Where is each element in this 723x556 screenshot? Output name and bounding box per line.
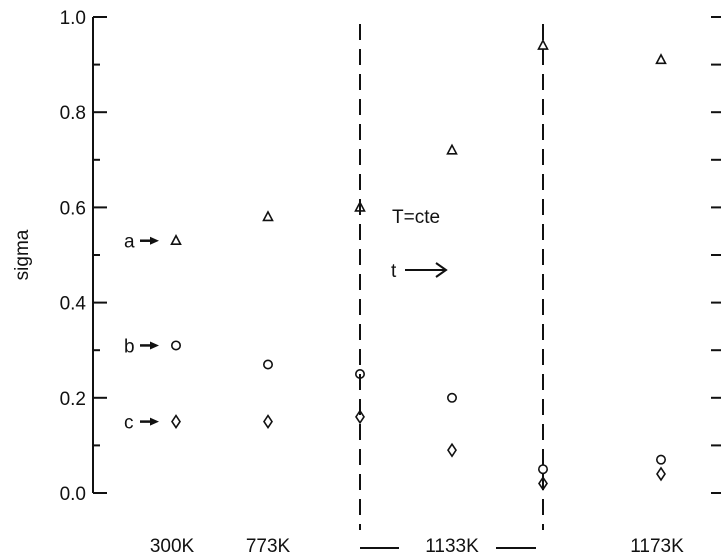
triangle-marker xyxy=(446,143,458,155)
time-bracket xyxy=(359,24,544,549)
diamond-marker xyxy=(355,409,365,425)
triangle-marker xyxy=(170,234,182,246)
circle-marker xyxy=(262,359,273,370)
y-axis-title: sigma xyxy=(12,229,33,280)
diamond-marker xyxy=(447,442,457,458)
y-tick-label-3: 0.6 xyxy=(60,198,86,219)
row-arrow-head-icon xyxy=(150,341,159,350)
triangle-marker xyxy=(262,210,274,222)
annotation-time: t xyxy=(391,261,397,282)
diamond-marker xyxy=(171,414,181,430)
triangle-marker xyxy=(537,38,549,50)
y-tick-label-1: 0.2 xyxy=(60,389,86,410)
x-category-label: 1173K xyxy=(630,536,684,556)
circle-marker xyxy=(171,340,182,351)
y-tick-label-4: 0.8 xyxy=(60,103,86,124)
row-arrow-head-icon xyxy=(150,236,159,245)
circle-marker xyxy=(446,392,457,403)
y-axis-ticks: 0.0 0.2 0.4 0.6 0.8 1.0 xyxy=(60,8,107,505)
triangle-marker xyxy=(354,200,366,212)
row-label: b xyxy=(124,336,135,357)
annotation-temperature-constant: T=cte xyxy=(392,207,440,228)
x-category-label: 1133K xyxy=(425,536,479,556)
circle-marker xyxy=(655,454,666,465)
triangle-marker xyxy=(655,53,667,65)
y-tick-label-2: 0.4 xyxy=(60,294,87,315)
y-tick-label-0: 0.0 xyxy=(60,484,86,505)
diamond-marker xyxy=(263,414,273,430)
circle-marker xyxy=(354,368,365,379)
x-category-label: 300K xyxy=(150,536,195,556)
diamond-marker xyxy=(656,466,666,482)
x-category-label: 773K xyxy=(246,536,291,556)
x-category-labels: 300K 773K 1133K 1173K xyxy=(150,536,684,556)
row-label: a xyxy=(124,232,135,253)
data-markers xyxy=(170,38,667,491)
circle-marker xyxy=(537,464,548,475)
time-arrow-icon xyxy=(405,262,448,278)
row-labels: a b c xyxy=(124,232,159,434)
right-axis-ticks xyxy=(711,16,721,494)
row-arrow-head-icon xyxy=(150,417,159,426)
diamond-marker xyxy=(538,476,548,491)
y-tick-label-5: 1.0 xyxy=(60,8,86,29)
row-label: c xyxy=(124,413,134,434)
